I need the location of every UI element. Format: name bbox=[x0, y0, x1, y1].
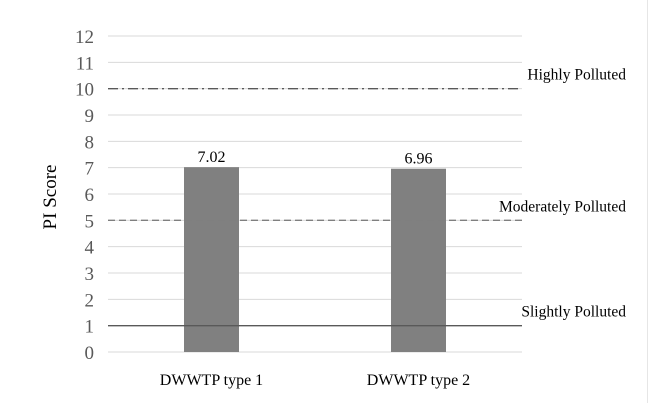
y-tick-label: 3 bbox=[85, 264, 95, 285]
y-tick-label: 7 bbox=[85, 159, 95, 180]
y-tick-label: 6 bbox=[85, 185, 95, 206]
reference-line-label: Moderately Polluted bbox=[499, 198, 626, 215]
y-tick-label: 0 bbox=[85, 343, 95, 364]
reference-line-label: Slightly Polluted bbox=[521, 304, 626, 321]
y-tick-label: 2 bbox=[85, 290, 95, 311]
y-tick-label: 8 bbox=[85, 132, 95, 153]
y-tick-label: 12 bbox=[75, 27, 94, 48]
data-label: 7.02 bbox=[198, 149, 226, 166]
y-tick-label: 11 bbox=[76, 53, 94, 74]
y-tick-label: 4 bbox=[85, 238, 95, 259]
category-label: DWWTP type 1 bbox=[160, 372, 263, 389]
reference-lines: Highly Polluted Moderately Polluted Slight… bbox=[108, 67, 626, 327]
gridlines bbox=[108, 35, 522, 353]
bars bbox=[184, 167, 446, 352]
bar bbox=[184, 167, 239, 352]
data-labels: 7.02 6.96 bbox=[198, 149, 433, 168]
y-tick-label: 5 bbox=[85, 211, 95, 232]
reference-line-label: Highly Polluted bbox=[527, 67, 626, 84]
y-tick-label: 9 bbox=[85, 106, 95, 127]
category-labels: DWWTP type 1 DWWTP type 2 bbox=[160, 372, 470, 389]
data-label: 6.96 bbox=[405, 151, 433, 168]
bar bbox=[391, 168, 446, 352]
category-label: DWWTP type 2 bbox=[367, 372, 470, 389]
y-tick-label: 1 bbox=[85, 317, 95, 338]
y-tick-label: 10 bbox=[75, 80, 94, 101]
y-axis-label: PI Score bbox=[40, 165, 61, 230]
